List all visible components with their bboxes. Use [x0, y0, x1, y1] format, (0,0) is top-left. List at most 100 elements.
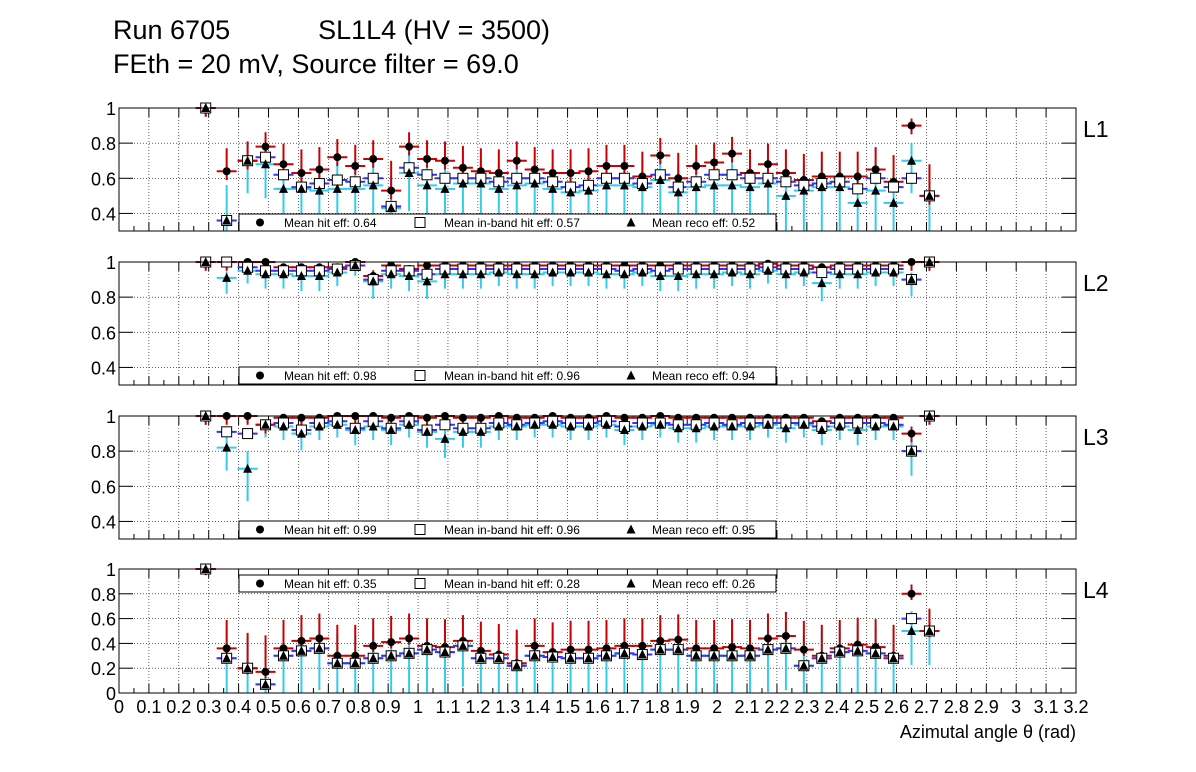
reco-eff-point: [691, 650, 701, 660]
hit-eff-point: [781, 169, 790, 178]
reco-eff-point: [296, 428, 306, 438]
reco-eff-point: [566, 653, 576, 663]
legend-inband-marker: [414, 217, 426, 228]
x-tick-label: 0.5: [256, 697, 281, 717]
inband-eff-point: [816, 267, 828, 279]
reco-eff-point: [584, 421, 594, 431]
chart-title-line-1: Run 6705 SL1L4 (HV = 3500): [113, 15, 550, 46]
reco-eff-point: [296, 271, 306, 281]
reco-eff-point: [817, 425, 827, 435]
y-tick-label: 0.6: [91, 610, 116, 630]
reco-eff-point: [458, 178, 468, 188]
reco-eff-point: [566, 267, 576, 277]
reco-eff-point: [566, 187, 576, 197]
reco-eff-point: [817, 182, 827, 192]
reco-eff-point: [709, 269, 719, 279]
y-tick-label: 0.4: [91, 634, 116, 654]
reco-eff-point: [548, 267, 558, 277]
reco-eff-point: [691, 269, 701, 279]
reco-eff-point: [907, 626, 917, 635]
reco-eff-point: [404, 168, 414, 178]
reco-eff-point: [314, 271, 324, 281]
reco-eff-point: [619, 269, 629, 279]
reco-eff-point: [530, 269, 540, 279]
reco-eff-point: [243, 265, 253, 275]
reco-eff-point: [799, 660, 809, 670]
x-tick-label: 1.3: [495, 697, 520, 717]
reco-eff-point: [637, 421, 647, 431]
reco-eff-point: [530, 650, 540, 660]
x-tick-label: 2.6: [884, 697, 909, 717]
reco-eff-point: [222, 272, 232, 282]
x-tick-label: 2.9: [974, 697, 999, 717]
reco-eff-point: [404, 271, 414, 281]
hit-eff-point: [405, 142, 414, 151]
x-tick-label: 1.2: [465, 697, 490, 717]
reco-eff-point: [512, 269, 522, 279]
x-tick-label: 2.1: [735, 697, 760, 717]
reco-eff-point: [835, 182, 845, 192]
x-tick-label: 2.8: [944, 697, 969, 717]
inband-eff-point: [870, 172, 882, 184]
legend-box: [238, 520, 777, 539]
hit-eff-point: [315, 634, 324, 643]
x-tick-label: 1.5: [555, 697, 580, 717]
reco-eff-point: [655, 644, 665, 654]
hit-eff-point: [440, 156, 449, 165]
reco-eff-point: [601, 419, 611, 429]
reco-eff-point: [619, 425, 629, 435]
inband-eff-point: [242, 428, 254, 440]
reco-eff-point: [566, 421, 576, 431]
legend-inband-marker: [414, 370, 426, 381]
inband-eff-point: [906, 613, 918, 625]
hit-eff-point: [512, 156, 521, 165]
inband-eff-point: [852, 183, 864, 195]
hit-eff-point: [566, 645, 575, 654]
reco-eff-point: [386, 425, 396, 435]
reco-eff-point: [619, 648, 629, 658]
reco-eff-point: [835, 421, 845, 431]
legend-inband-label: Mean in-band hit eff: 0.96: [444, 369, 580, 383]
reco-eff-point: [763, 265, 773, 275]
hit-eff-point: [781, 631, 790, 640]
y-tick-label: 1: [106, 407, 116, 427]
hit-eff-point: [638, 641, 647, 650]
reco-eff-point: [422, 426, 432, 436]
y-tick-label: 1: [106, 253, 116, 273]
hit-eff-point: [261, 667, 270, 676]
reco-eff-point: [548, 419, 558, 429]
reco-eff-point: [296, 183, 306, 193]
reco-eff-point: [637, 182, 647, 192]
x-tick-label: 3.1: [1034, 697, 1059, 717]
reco-eff-point: [476, 269, 486, 279]
reco-eff-point: [350, 658, 360, 668]
reco-eff-point: [889, 653, 899, 663]
reco-eff-point: [350, 425, 360, 435]
reco-eff-point: [222, 653, 232, 663]
reco-eff-point: [601, 269, 611, 279]
reco-eff-point: [907, 446, 917, 456]
reco-eff-point: [548, 652, 558, 662]
hit-eff-point: [530, 641, 539, 650]
inband-eff-point: [439, 172, 451, 184]
x-tick-label: 2.3: [794, 697, 819, 717]
legend-hit-marker: [256, 579, 264, 588]
x-tick-label: 0.3: [196, 697, 221, 717]
legend-reco-label: Mean reco eff: 0.52: [652, 216, 756, 230]
hit-eff-point: [423, 261, 432, 270]
reco-eff-point: [673, 644, 683, 654]
reco-eff-point: [548, 183, 558, 193]
x-tick-label: 0.4: [226, 697, 251, 717]
reco-eff-point: [691, 182, 701, 192]
hit-eff-point: [548, 169, 557, 178]
reco-eff-point: [332, 267, 342, 277]
reco-eff-point: [709, 421, 719, 431]
hit-eff-point: [423, 413, 432, 422]
reco-eff-point: [924, 190, 934, 200]
reco-eff-point: [781, 269, 791, 279]
hit-eff-point: [387, 186, 396, 195]
reco-eff-point: [907, 274, 917, 284]
reco-eff-point: [889, 197, 899, 207]
hit-eff-point: [674, 635, 683, 644]
hit-eff-point: [297, 169, 306, 178]
